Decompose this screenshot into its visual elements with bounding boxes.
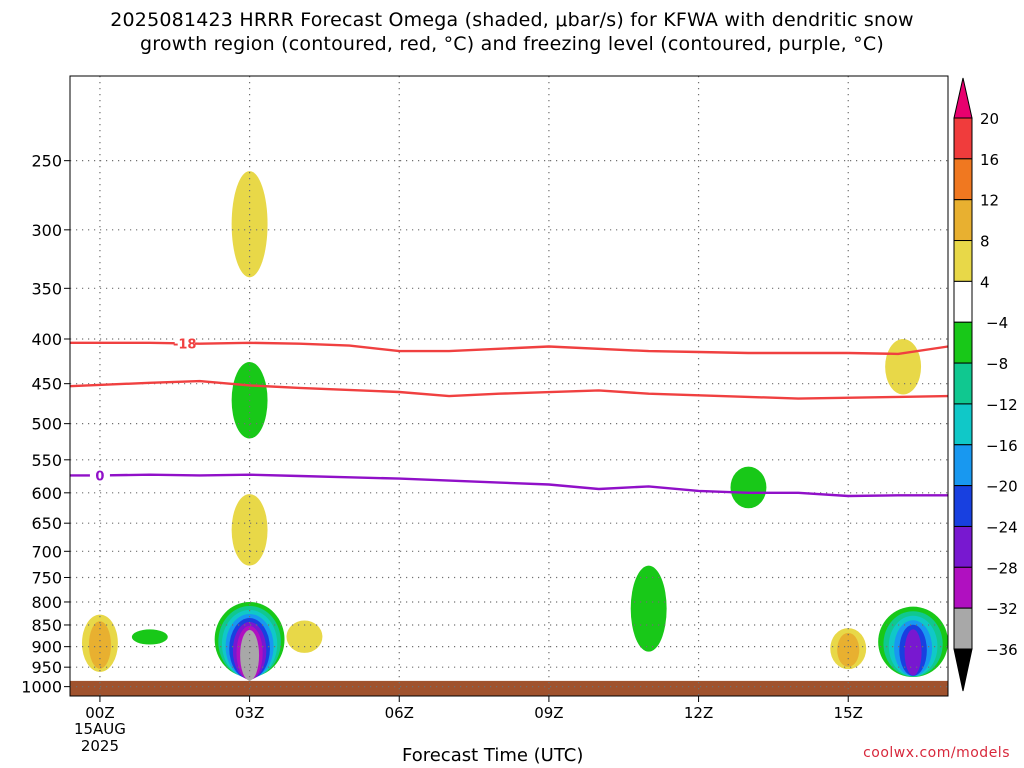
ground-terrain — [70, 680, 948, 696]
y-tick-label-250: 250 — [31, 152, 62, 171]
y-tick-label-450: 450 — [31, 375, 62, 394]
omega-shaded-region-2-band-0 — [231, 494, 268, 566]
y-tick-label-650: 650 — [31, 514, 62, 533]
y-tick-label-900: 900 — [31, 638, 62, 657]
x-tick-label-9: 09Z — [534, 704, 563, 722]
y-tick-label-700: 700 — [31, 542, 62, 561]
colorbar-segment-11 — [953, 566, 973, 609]
colorbar-segment-1 — [953, 158, 973, 201]
y-tick-label-600: 600 — [31, 484, 62, 503]
omega-shaded-region-0-band-0 — [231, 171, 268, 278]
y-tick-label-1000: 1000 — [21, 678, 62, 697]
contour-label-0: -18 — [173, 338, 197, 353]
colorbar-label-12: −32 — [986, 600, 1018, 618]
colorbar-label-11: −28 — [986, 559, 1018, 577]
colorbar-segment-5 — [953, 321, 973, 364]
y-axis: 250 300 350 400 450 500 550 600 650 700 750 800 850 9… — [21, 152, 70, 697]
colorbar-segment-10 — [953, 525, 973, 568]
colorbar-segment-12 — [953, 607, 973, 650]
colorbar: 20 16 12 8 4 −4 −8 −12 −16 −20 −24 −28 −32 −36 — [953, 77, 1018, 692]
colorbar-label-10: −24 — [986, 518, 1018, 536]
y-tick-label-800: 800 — [31, 593, 62, 612]
omega-shaded-region-9-band-1 — [837, 632, 860, 667]
colorbar-bottom-arrow — [953, 648, 973, 692]
colorbar-segment-0 — [953, 117, 973, 160]
omega-shaded-region-5-band-0 — [131, 629, 168, 645]
omega-shaded-region-10-band-0 — [885, 338, 922, 395]
colorbar-segment-2 — [953, 199, 973, 242]
y-tick-label-750: 750 — [31, 568, 62, 587]
contour-line-m18 — [70, 341, 949, 356]
colorbar-label-4: 4 — [980, 273, 990, 291]
x-date-label-0: 15AUG — [74, 720, 126, 738]
x-tick-label-0: 00Z — [85, 704, 114, 722]
x-tick-label-3: 03Z — [235, 704, 264, 722]
colorbar-segment-4 — [953, 280, 973, 323]
y-tick-label-500: 500 — [31, 415, 62, 434]
colorbar-top-arrow — [953, 77, 973, 119]
contour-label-bg-1 — [89, 468, 110, 483]
colorbar-segment-6 — [953, 362, 973, 405]
omega-shaded-region-3-band-8 — [243, 634, 256, 681]
colorbar-label-13: −36 — [986, 641, 1018, 659]
colorbar-label-0: 20 — [980, 110, 999, 128]
colorbar-segment-8 — [953, 444, 973, 487]
omega-shaded-region-6-band-0 — [286, 620, 323, 653]
plot-shading-layer — [70, 171, 948, 696]
colorbar-segment-3 — [953, 240, 973, 282]
omega-shaded-region-11-band-5 — [904, 629, 922, 676]
colorbar-segment-7 — [953, 403, 973, 446]
contour-label-bg-0 — [174, 336, 195, 351]
y-tick-label-300: 300 — [31, 221, 62, 240]
omega-shaded-region-8-band-0 — [730, 466, 767, 509]
chart-title: 2025081423 HRRR Forecast Omega (shaded, … — [0, 8, 1024, 56]
y-tick-label-950: 950 — [31, 658, 62, 677]
colorbar-segment-9 — [953, 485, 973, 527]
y-tick-label-550: 550 — [31, 451, 62, 470]
chart-title-line-1: 2025081423 HRRR Forecast Omega (shaded, … — [110, 9, 914, 31]
omega-shaded-region-4-band-1 — [88, 621, 111, 669]
colorbar-label-3: 8 — [980, 233, 990, 251]
colorbar-label-1: 16 — [980, 151, 999, 169]
y-tick-label-850: 850 — [31, 616, 62, 635]
contour-label-1: 0 — [95, 469, 104, 484]
colorbar-label-7: −12 — [986, 396, 1018, 414]
colorbar-label-8: −16 — [986, 437, 1018, 455]
x-axis-label: Forecast Time (UTC) — [402, 745, 584, 766]
chart-title-line-2: growth region (contoured, red, °C) and f… — [140, 33, 884, 55]
colorbar-label-6: −8 — [986, 355, 1008, 373]
y-tick-label-350: 350 — [31, 279, 62, 298]
plot-frame — [69, 75, 949, 697]
omega-shaded-region-7-band-0 — [630, 565, 667, 652]
x-date-label-1: 2025 — [81, 737, 119, 755]
credit-text: coolwx.com/models — [863, 745, 1010, 761]
colorbar-label-2: 12 — [980, 192, 999, 210]
colorbar-label-5: −4 — [986, 314, 1008, 332]
colorbar-label-9: −20 — [986, 478, 1018, 496]
y-tick-label-400: 400 — [31, 330, 62, 349]
x-tick-label-6: 06Z — [385, 704, 414, 722]
plot-grid — [70, 76, 948, 696]
contour-line-m12 — [69, 379, 949, 400]
x-tick-label-15: 15Z — [834, 704, 863, 722]
x-tick-label-12: 12Z — [684, 704, 713, 722]
contour-layer: -18 0 — [69, 336, 949, 498]
contour-line-0 — [70, 473, 948, 498]
